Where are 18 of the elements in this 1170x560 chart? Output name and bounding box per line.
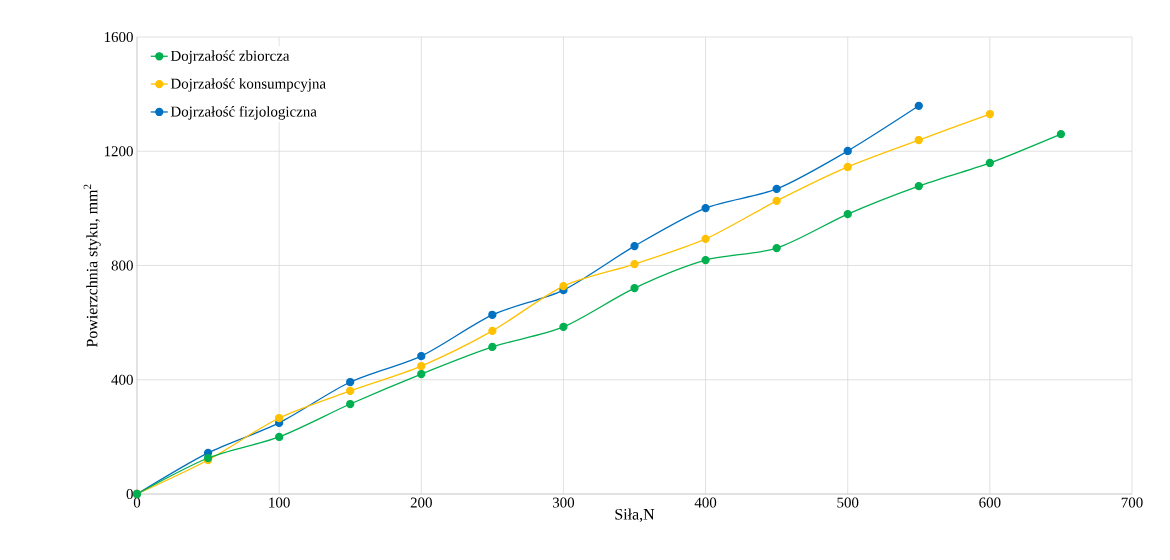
y-tick-label: 0	[126, 488, 133, 500]
x-tick-label: 100	[269, 497, 290, 508]
y-tick-label: 1200	[104, 146, 133, 157]
legend-label: Dojrzałość konsumpcyjna	[170, 78, 326, 92]
x-tick-label: 500	[837, 497, 859, 508]
x-axis-title: Siła,N	[615, 508, 655, 522]
x-tick-label: 600	[979, 497, 1001, 508]
x-tick-label: 200	[410, 497, 432, 508]
y-tick-label: 400	[111, 374, 133, 385]
x-tick-label: 400	[694, 497, 717, 508]
x-tick-label: 0	[133, 497, 141, 508]
y-tick-label: 1600	[104, 31, 133, 43]
legend-label: Dojrzałość zbiorcza	[170, 50, 290, 64]
y-tick-label: 800	[111, 260, 133, 271]
legend-label: Dojrzałość fizjologiczna	[170, 105, 317, 120]
x-tick-label: 300	[552, 497, 575, 508]
y-axis-title: Powierzchnia styku, mm$^{2}$	[83, 184, 101, 348]
x-tick-label: 700	[1121, 497, 1143, 508]
